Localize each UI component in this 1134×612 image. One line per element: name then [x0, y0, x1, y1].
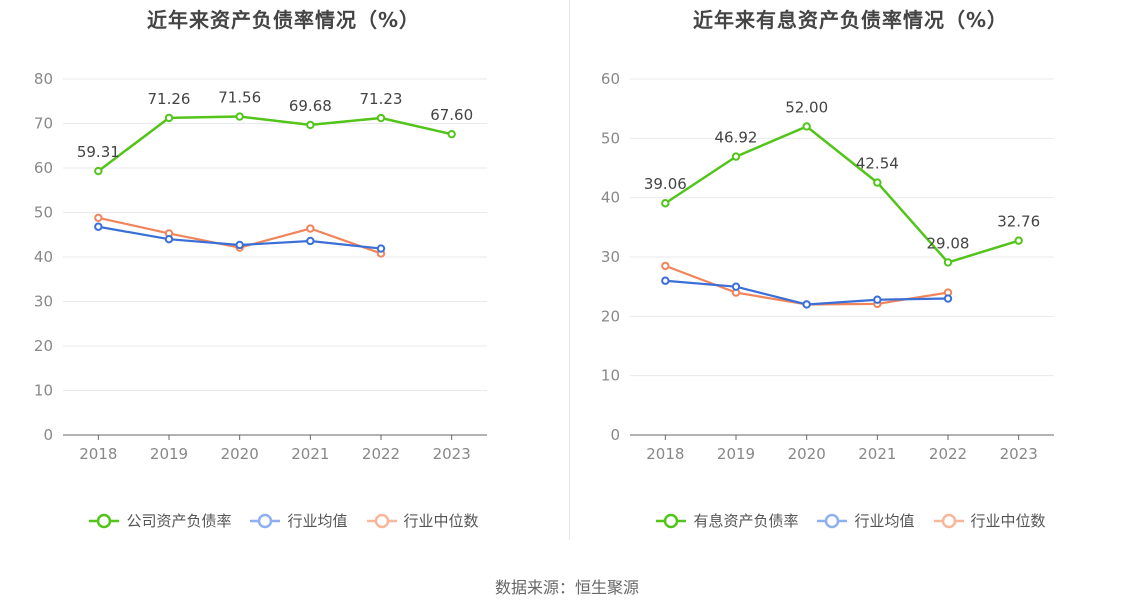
- chart-plot-area: 0 10 20 30 40 50 60 70 80 2018 2019 2020 2021 2022 202…: [34, 70, 487, 463]
- chart-title: 近年来资产负债率情况（%）: [146, 8, 421, 32]
- x-tick-label: 2023: [1000, 445, 1038, 463]
- y-tick-label: 20: [601, 307, 620, 325]
- data-point[interactable]: [306, 236, 315, 246]
- data-label: 69.68: [289, 97, 332, 115]
- x-tick-label: 2019: [150, 445, 188, 463]
- right-chart-panel: 近年来有息资产负债率情况（%） 0 10 20 30 40 50 60 2018 2019 202…: [567, 0, 1134, 560]
- legend-item[interactable]: 行业中位数: [366, 510, 479, 531]
- data-label: 71.23: [360, 90, 403, 108]
- x-tick-label: 2022: [929, 445, 967, 463]
- data-label: 46.92: [715, 129, 758, 147]
- y-tick-label: 50: [34, 204, 53, 222]
- data-point[interactable]: [376, 244, 386, 253]
- y-tick-label: 40: [34, 248, 53, 266]
- legend-marker-icon: [89, 513, 120, 528]
- y-tick-label: 50: [601, 129, 620, 147]
- legend-item[interactable]: 行业均值: [816, 510, 915, 531]
- data-point[interactable]: [164, 113, 174, 123]
- x-tick-label: 2022: [362, 445, 400, 463]
- legend-label: 行业均值: [287, 512, 348, 530]
- data-point[interactable]: [802, 122, 811, 131]
- legend-label: 公司资产负债率: [126, 512, 232, 530]
- data-point[interactable]: [235, 112, 244, 121]
- legend-marker-icon: [933, 513, 964, 528]
- x-tick-label: 2021: [291, 445, 329, 463]
- data-point[interactable]: [661, 276, 670, 285]
- legend-item[interactable]: 行业均值: [249, 510, 348, 531]
- x-tick-label: 2019: [717, 445, 755, 463]
- data-label: 71.26: [148, 90, 191, 108]
- x-tick-label: 2023: [433, 445, 471, 463]
- legend-label: 行业中位数: [970, 512, 1046, 530]
- legend-label: 行业均值: [854, 512, 915, 530]
- data-point[interactable]: [94, 166, 103, 176]
- data-point[interactable]: [235, 240, 244, 250]
- data-point[interactable]: [661, 199, 670, 208]
- chart-title: 近年来有息资产负债率情况（%）: [692, 8, 1009, 32]
- y-tick-label: 40: [601, 189, 620, 207]
- chart-legend: 公司资产负债率 行业均值 行业中位数: [0, 510, 567, 531]
- legend-item[interactable]: 有息资产负债率: [655, 510, 798, 531]
- legend-label: 有息资产负债率: [693, 512, 799, 530]
- data-point[interactable]: [306, 224, 315, 233]
- data-label: 67.60: [430, 106, 473, 124]
- x-tick-label: 2020: [788, 445, 826, 463]
- legend-item[interactable]: 行业中位数: [933, 510, 1046, 531]
- legend-label: 行业中位数: [403, 512, 479, 530]
- y-tick-label: 30: [34, 293, 53, 311]
- legend-item[interactable]: 公司资产负债率: [88, 510, 231, 531]
- data-point[interactable]: [802, 300, 811, 309]
- x-tick-label: 2018: [79, 445, 117, 463]
- data-label: 52.00: [785, 98, 828, 116]
- data-point[interactable]: [94, 213, 103, 223]
- series-line: [97, 115, 452, 173]
- x-tick-label: 2020: [221, 445, 259, 463]
- data-point[interactable]: [873, 295, 882, 304]
- y-tick-label: 10: [601, 367, 620, 385]
- data-point[interactable]: [94, 222, 103, 231]
- data-point[interactable]: [731, 152, 741, 161]
- x-tick-label: 2021: [858, 445, 896, 463]
- data-label: 42.54: [856, 155, 899, 173]
- chart-plot-area: 0 10 20 30 40 50 60 2018 2019 2020 2021 2022 2023 39.…: [601, 70, 1054, 463]
- data-source-note: 数据来源：恒生聚源: [494, 578, 639, 597]
- chart-legend: 有息资产负债率 行业均值 行业中位数: [567, 510, 1134, 531]
- data-point[interactable]: [943, 294, 953, 303]
- y-tick-label: 10: [34, 382, 53, 400]
- y-tick-label: 20: [34, 337, 53, 355]
- legend-marker-icon: [366, 513, 397, 528]
- y-tick-label: 0: [610, 426, 620, 444]
- data-label: 71.56: [218, 89, 261, 107]
- data-point[interactable]: [661, 261, 670, 271]
- data-label: 29.08: [927, 234, 970, 252]
- data-label: 39.06: [644, 175, 687, 193]
- legend-marker-icon: [817, 513, 848, 528]
- data-point[interactable]: [447, 129, 456, 139]
- data-point[interactable]: [943, 258, 953, 267]
- data-label: 59.31: [77, 143, 120, 161]
- legend-marker-icon: [250, 513, 281, 528]
- y-tick-label: 60: [34, 159, 53, 177]
- data-point[interactable]: [164, 235, 174, 244]
- y-tick-label: 0: [43, 426, 53, 444]
- y-tick-label: 80: [34, 70, 53, 88]
- data-point[interactable]: [306, 120, 315, 130]
- data-point[interactable]: [873, 178, 882, 187]
- data-label: 32.76: [997, 213, 1040, 231]
- panel-divider: [569, 0, 570, 540]
- legend-marker-icon: [656, 513, 687, 528]
- data-point[interactable]: [376, 113, 386, 123]
- y-tick-label: 70: [34, 115, 53, 133]
- y-tick-label: 60: [601, 70, 620, 88]
- y-tick-label: 30: [601, 248, 620, 266]
- series-line: [664, 125, 1020, 264]
- data-point[interactable]: [731, 282, 741, 291]
- left-chart-panel: 近年来资产负债率情况（%） 0 10 20 30 40 50 60 70 80 2018 2019 2…: [0, 0, 567, 560]
- data-point[interactable]: [1014, 236, 1023, 245]
- x-tick-label: 2018: [646, 445, 684, 463]
